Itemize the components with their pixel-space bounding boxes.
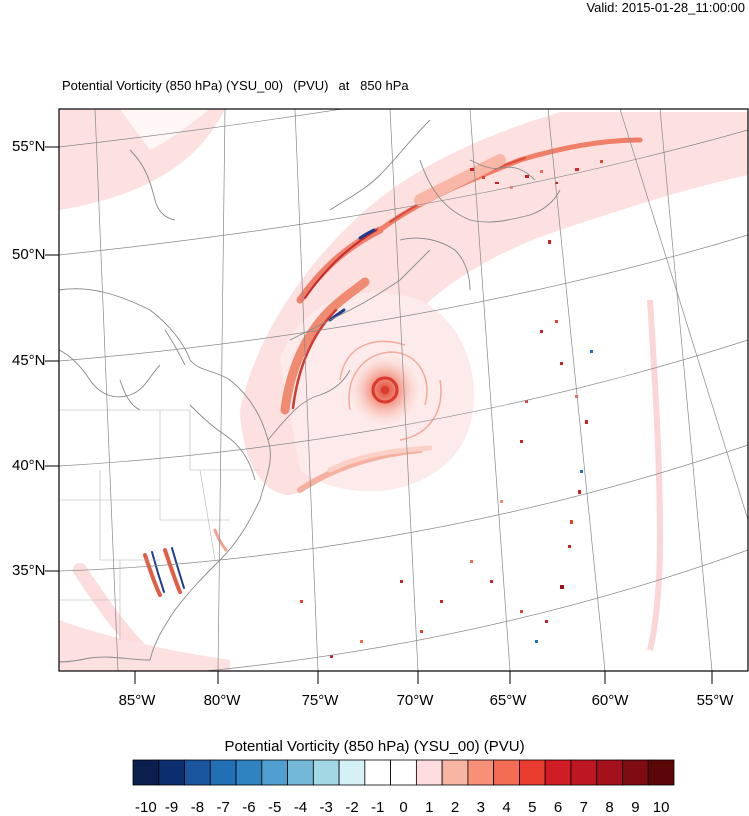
colorbar-swatch <box>519 759 546 786</box>
colorbar-tick-label: -7 <box>216 799 230 816</box>
colorbar-tick-label: 8 <box>605 799 614 816</box>
colorbar-swatch <box>287 759 314 786</box>
colorbar-swatch <box>312 759 340 786</box>
colorbar-swatch <box>570 759 598 786</box>
title-field: Potential Vorticity (850 hPa) (YSU_00) <box>62 78 284 93</box>
map-frame <box>58 108 749 672</box>
coastlines <box>59 119 561 663</box>
colorbar-tick-label: 10 <box>652 799 670 816</box>
map-panel <box>59 109 748 671</box>
lat-label-35n: 35°N <box>12 562 46 579</box>
colorbar-swatch <box>158 759 185 786</box>
colorbar-swatch <box>647 759 675 786</box>
title-units: (PVU) <box>293 78 329 93</box>
state-borders <box>59 409 260 640</box>
pv-field-frontal-zone <box>240 112 748 495</box>
colorbar-swatch <box>596 759 623 786</box>
colorbar-swatch <box>415 759 443 786</box>
colorbar-tick-label: -4 <box>293 799 308 816</box>
plot-title: Potential Vorticity (850 hPa) (YSU_00) (P… <box>62 78 419 93</box>
colorbar-swatch <box>235 759 263 786</box>
colorbar-swatch <box>622 759 649 786</box>
lon-label-70w: 70°W <box>396 692 434 709</box>
graticule <box>59 109 748 671</box>
lat-label-55n: 55°N <box>12 138 46 155</box>
lon-label-65w: 65°W <box>489 692 527 709</box>
colorbar-swatch <box>338 759 366 786</box>
ocean-convection-speckles <box>300 160 603 658</box>
colorbar-tick-label: 0 <box>399 799 408 816</box>
colorbar-swatch <box>132 759 160 786</box>
frontal-bands <box>280 137 643 493</box>
colorbar-tick-label: -2 <box>345 799 359 816</box>
lon-label-75w: 75°W <box>301 692 339 709</box>
colorbar-title: Potential Vorticity (850 hPa) (YSU_00) (… <box>224 738 525 755</box>
eastern-pv-streak <box>647 299 664 651</box>
colorbar-swatch <box>209 759 237 786</box>
axis-ticks <box>45 146 713 684</box>
colorbar-swatch <box>441 759 469 786</box>
lon-label-80w: 80°W <box>203 692 241 709</box>
lon-label-60w: 60°W <box>591 692 629 709</box>
colorbar-tick-label: 9 <box>631 799 640 816</box>
colorbar-swatch <box>261 759 288 786</box>
colorbar-tick-label: 6 <box>553 799 563 816</box>
pv-field-northwest <box>59 109 225 210</box>
colorbar-tick-label: 1 <box>425 799 434 816</box>
colorbar-tick-label: -5 <box>268 799 282 816</box>
lat-label-40n: 40°N <box>12 457 46 474</box>
colorbar-swatch <box>544 759 572 786</box>
colorbar-swatch <box>467 759 495 786</box>
colorbar-swatch <box>364 759 392 786</box>
colorbar <box>132 759 675 786</box>
colorbar-tick-label: 3 <box>476 799 485 816</box>
colorbar-swatch <box>390 759 417 786</box>
colorbar-tick-label: -3 <box>319 799 333 816</box>
colorbar-tick-label: 2 <box>450 799 460 816</box>
lat-label-45n: 45°N <box>12 352 46 369</box>
colorbar-tick-label: -6 <box>242 799 256 816</box>
colorbar-tick-label: 7 <box>579 799 588 816</box>
title-level: at 850 hPa <box>338 78 409 93</box>
colorbar-swatch <box>184 759 211 786</box>
colorbar-tick-label: -8 <box>190 799 205 816</box>
lat-label-50n: 50°N <box>12 246 46 263</box>
lon-label-55w: 55°W <box>696 692 734 709</box>
colorbar-tick-label: -10 <box>135 799 157 816</box>
colorbar-tick-label: -1 <box>371 799 385 816</box>
colorbar-tick-label: 5 <box>528 799 537 816</box>
valid-time: Valid: 2015-01-28_11:00:00 <box>586 0 745 15</box>
colorbar-swatch <box>493 759 520 786</box>
colorbar-tick-label: -9 <box>164 799 179 816</box>
lon-label-85w: 85°W <box>118 692 156 709</box>
colorbar-tick-label: 4 <box>502 799 511 816</box>
